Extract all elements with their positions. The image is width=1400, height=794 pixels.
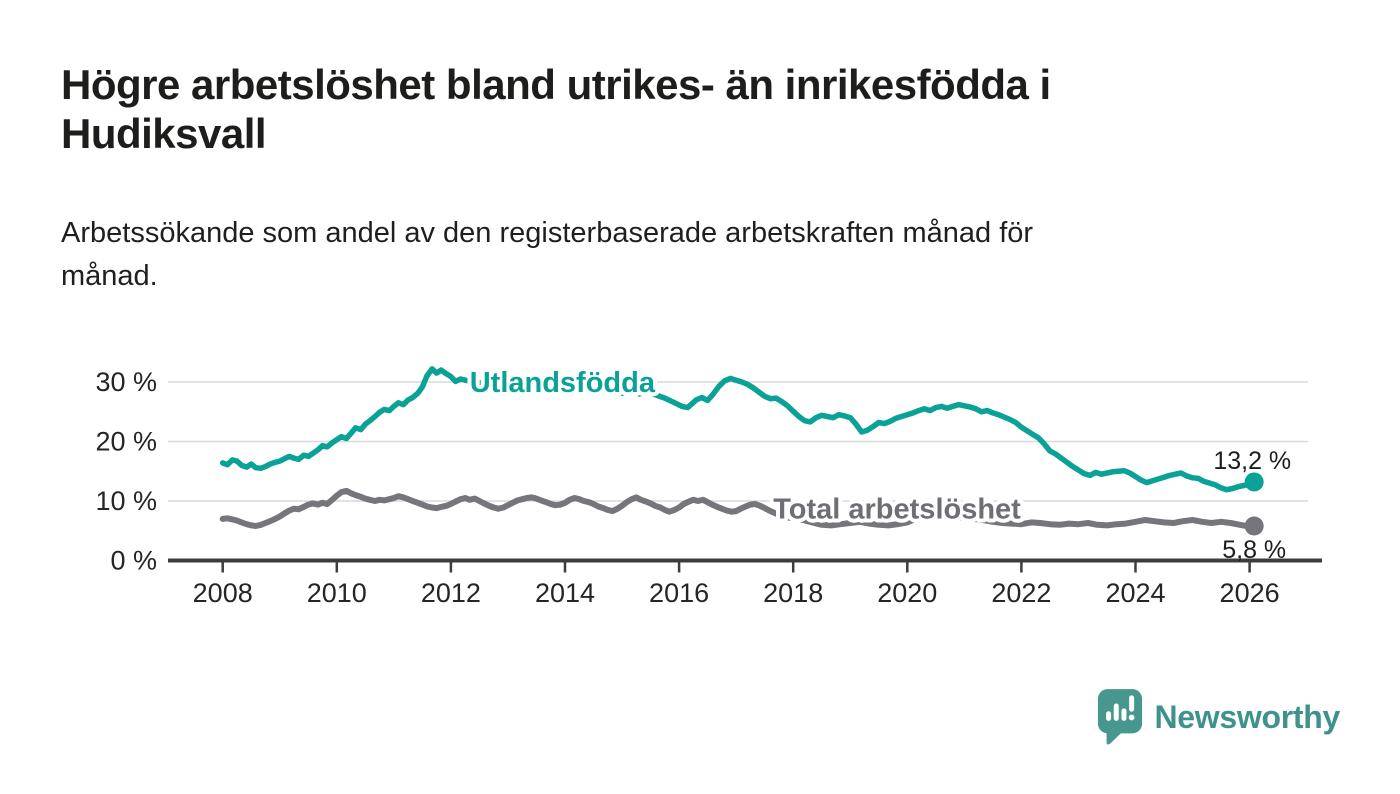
end-value-label-utlandsfodda: 13,2 % [1213,447,1291,475]
x-tick-label: 2008 [193,578,253,608]
x-tick-label: 2012 [421,578,481,608]
logo-bubble [1097,689,1142,734]
x-tick-label: 2016 [649,578,709,608]
series-label-total: Total arbetslöshet [773,493,1021,525]
chart-description-line-2: månad. [61,259,158,292]
end-value-label-total: 5,8 % [1222,536,1286,564]
logo-bar-2 [1113,703,1119,721]
series-label-utlandsfodda: Utlandsfödda [470,367,656,399]
logo-bar-1 [1105,711,1111,721]
x-tick-label: 2022 [991,578,1051,608]
brand-footer: Newsworthy [1096,687,1341,747]
brand-name: Newsworthy [1154,698,1341,735]
logo-exclamation-bar [1128,695,1134,712]
y-tick-label: 0 % [110,546,157,576]
chart-description-line-1: Arbetssökande som andel av den registerb… [61,217,1034,249]
page-title-line-1: Högre arbetslöshet bland utrikes- än inr… [61,61,1051,108]
series-end-dot-total [1244,516,1264,536]
x-tick-label: 2024 [1105,578,1165,608]
x-tick-label: 2014 [535,578,595,608]
y-tick-label: 20 % [95,427,157,457]
series-end-dot-utlandsfodda [1244,472,1264,492]
chart-description: Arbetssökande som andel av den registerb… [61,212,1033,298]
x-tick-label: 2010 [307,578,367,608]
newsworthy-logo-icon [1097,689,1142,745]
x-tick-label: 2020 [877,578,937,608]
x-tick-label: 2018 [763,578,823,608]
series-line-total [219,487,1258,530]
logo-exclamation-dot [1128,714,1134,721]
page-title-line-2: Hudiksvall [61,110,267,158]
series-line-utlandsfodda [219,366,1257,493]
x-tick-label: 2026 [1220,578,1280,608]
logo-bar-3 [1120,708,1126,721]
y-tick-label: 10 % [95,486,157,516]
logo-bubble-tail [1106,729,1123,745]
y-tick-label: 30 % [95,367,157,397]
page-title: Högre arbetslöshet bland utrikes- än inr… [61,60,1051,158]
